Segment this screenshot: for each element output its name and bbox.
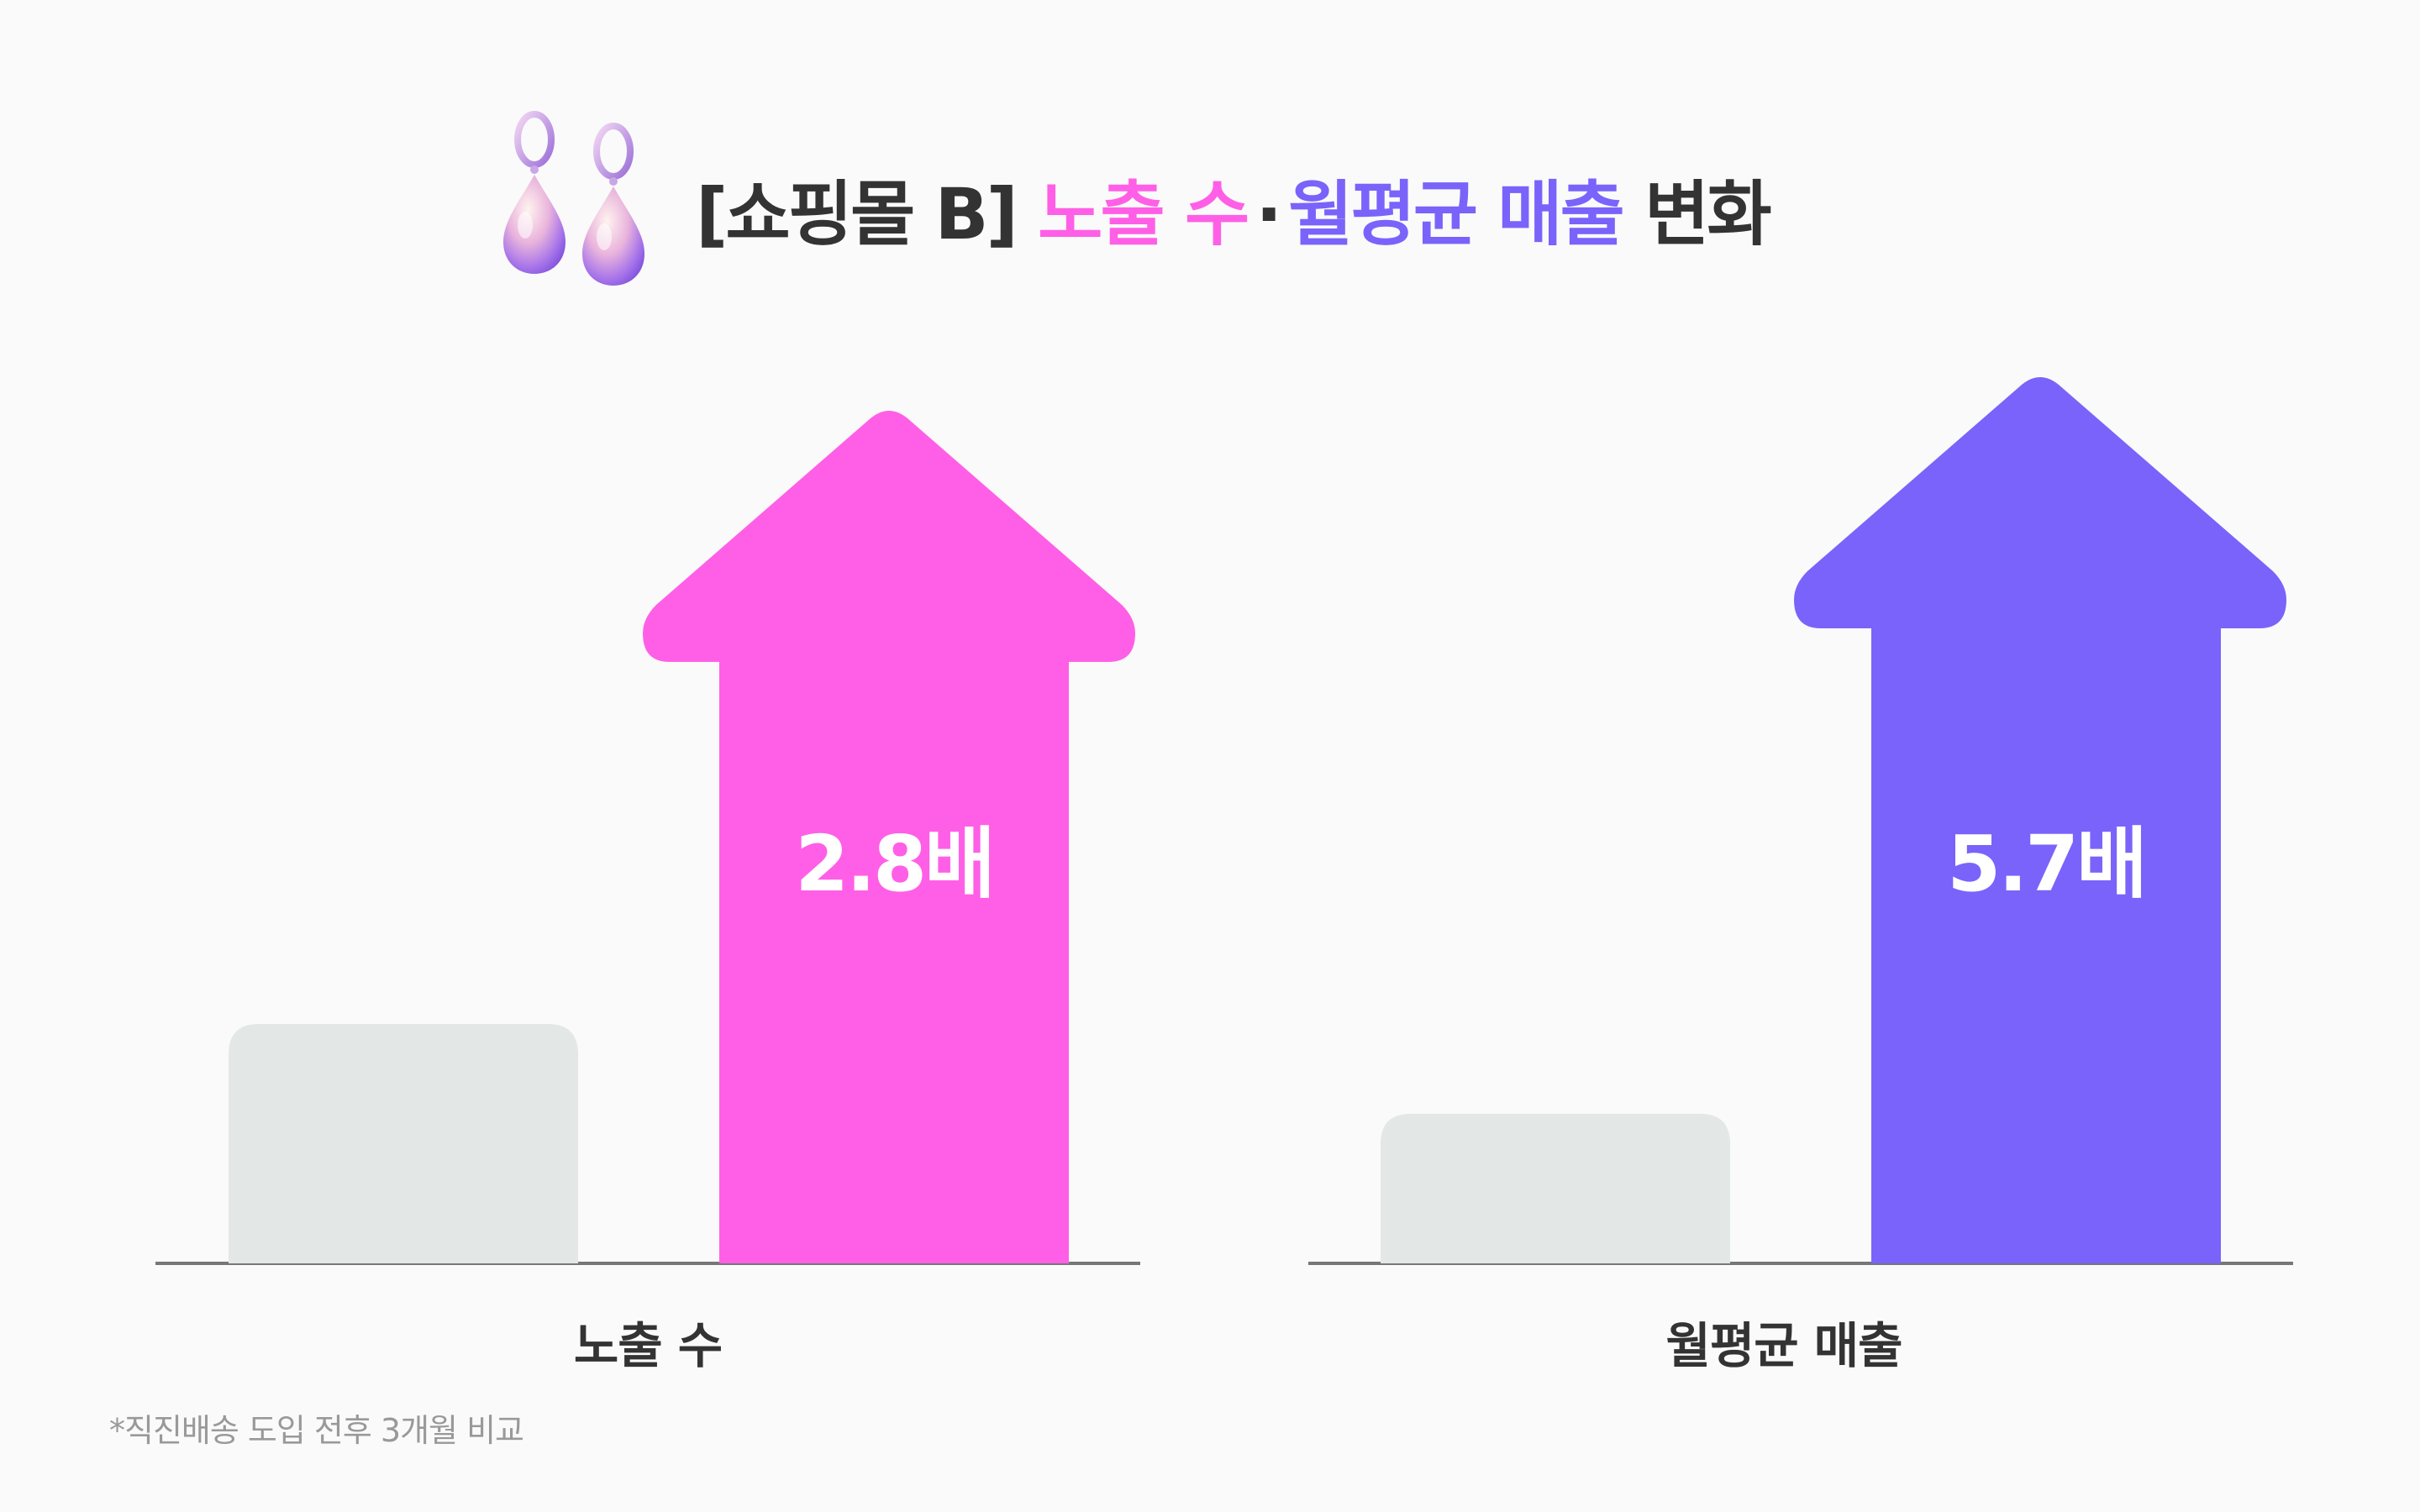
revenue-before-bar xyxy=(1381,1113,1730,1263)
title-part-exposure: 노출 수 xyxy=(1038,173,1249,255)
chart-title: [쇼핑몰 B] 노출 수 · 월평균 매출 변화 xyxy=(696,158,1772,260)
title-prefix: [쇼핑몰 B] xyxy=(696,173,1018,255)
exposure-category-label: 노출 수 xyxy=(574,1317,722,1374)
left-earring xyxy=(503,111,566,274)
earrings-icon xyxy=(503,111,644,286)
right-earring xyxy=(582,123,644,286)
revenue-category-label: 월평균 매출 xyxy=(1666,1317,1902,1374)
exposure-before-bar xyxy=(229,1024,578,1263)
exposure-after-arrow xyxy=(643,411,1135,1263)
exposure-value-label: 2.8배 xyxy=(795,819,993,909)
title-part-revenue: 월평균 매출 xyxy=(1288,173,1625,255)
footnote: *직진배송 도입 전후 3개월 비교 xyxy=(109,1412,524,1449)
chart-header: [쇼핑몰 B] 노출 수 · 월평균 매출 변화 xyxy=(0,0,2420,319)
revenue-after-arrow xyxy=(1794,377,2286,1263)
revenue-value-label: 5.7배 xyxy=(1947,819,2145,909)
title-suffix: 변화 xyxy=(1644,173,1772,255)
title-separator: · xyxy=(1255,173,1282,255)
